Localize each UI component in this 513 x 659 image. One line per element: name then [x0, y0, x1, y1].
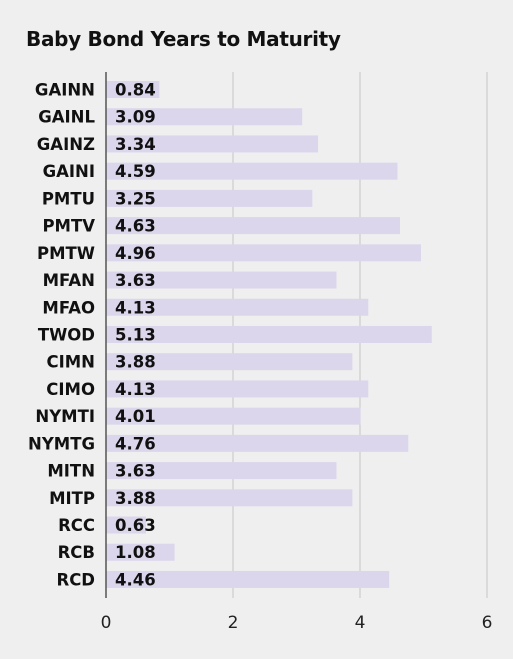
- bar: [106, 298, 369, 316]
- category-label: TWOD: [38, 325, 95, 344]
- bar: [106, 244, 421, 262]
- category-label: MITP: [49, 489, 95, 508]
- category-label: MFAN: [43, 271, 95, 290]
- category-label: NYMTI: [35, 407, 95, 426]
- bar: [106, 81, 160, 98]
- value-label: 5.13: [115, 325, 156, 344]
- bar: [106, 135, 319, 153]
- value-label: 4.63: [115, 217, 156, 236]
- value-label: 3.25: [115, 189, 156, 208]
- bar: [106, 434, 409, 452]
- value-label: 4.13: [115, 380, 156, 399]
- value-label: 0.84: [115, 81, 156, 100]
- value-label: 4.76: [115, 434, 156, 453]
- x-tick-label: 4: [355, 613, 366, 633]
- category-label: PMTV: [42, 217, 95, 236]
- bar: [106, 516, 147, 534]
- bar: [106, 462, 337, 480]
- value-label: 4.46: [115, 570, 156, 589]
- value-label: 3.88: [115, 489, 156, 508]
- category-label: GAINN: [35, 81, 95, 100]
- category-label: MITN: [47, 462, 95, 481]
- value-label: 3.63: [115, 271, 156, 290]
- x-tick-label: 0: [101, 613, 112, 633]
- value-label: 1.08: [115, 543, 156, 562]
- value-label: 4.13: [115, 298, 156, 317]
- value-label: 4.59: [115, 162, 156, 181]
- value-label: 3.34: [115, 135, 156, 154]
- chart-title: Baby Bond Years to Maturity: [26, 27, 341, 51]
- category-label: RCD: [56, 570, 95, 589]
- bar: [106, 543, 175, 561]
- bar: [106, 325, 432, 343]
- bar: [106, 353, 353, 371]
- x-tick-label: 6: [482, 613, 493, 633]
- value-label: 3.09: [115, 108, 156, 127]
- bar: [106, 271, 337, 289]
- category-label: MFAO: [42, 298, 95, 317]
- value-label: 0.63: [115, 516, 156, 535]
- category-label: GAINL: [38, 108, 95, 127]
- value-label: 4.01: [115, 407, 156, 426]
- category-label: PMTU: [42, 189, 95, 208]
- bar: [106, 380, 369, 398]
- category-label: RCB: [58, 543, 95, 562]
- category-label: PMTW: [37, 244, 95, 263]
- category-label: NYMTG: [28, 434, 95, 453]
- bar: [106, 189, 313, 207]
- category-label: GAINI: [43, 162, 95, 181]
- bar: [106, 108, 303, 126]
- bar: [106, 217, 401, 235]
- bar: [106, 489, 353, 507]
- bar: [106, 162, 398, 180]
- x-tick-label: 2: [228, 613, 239, 633]
- bar: [106, 570, 390, 588]
- category-label: GAINZ: [37, 135, 95, 154]
- category-label: RCC: [58, 516, 95, 535]
- value-label: 3.88: [115, 353, 156, 372]
- category-label: CIMO: [46, 380, 95, 399]
- value-label: 4.96: [115, 244, 156, 263]
- category-label: CIMN: [47, 353, 95, 372]
- value-label: 3.63: [115, 462, 156, 481]
- bar: [106, 407, 361, 425]
